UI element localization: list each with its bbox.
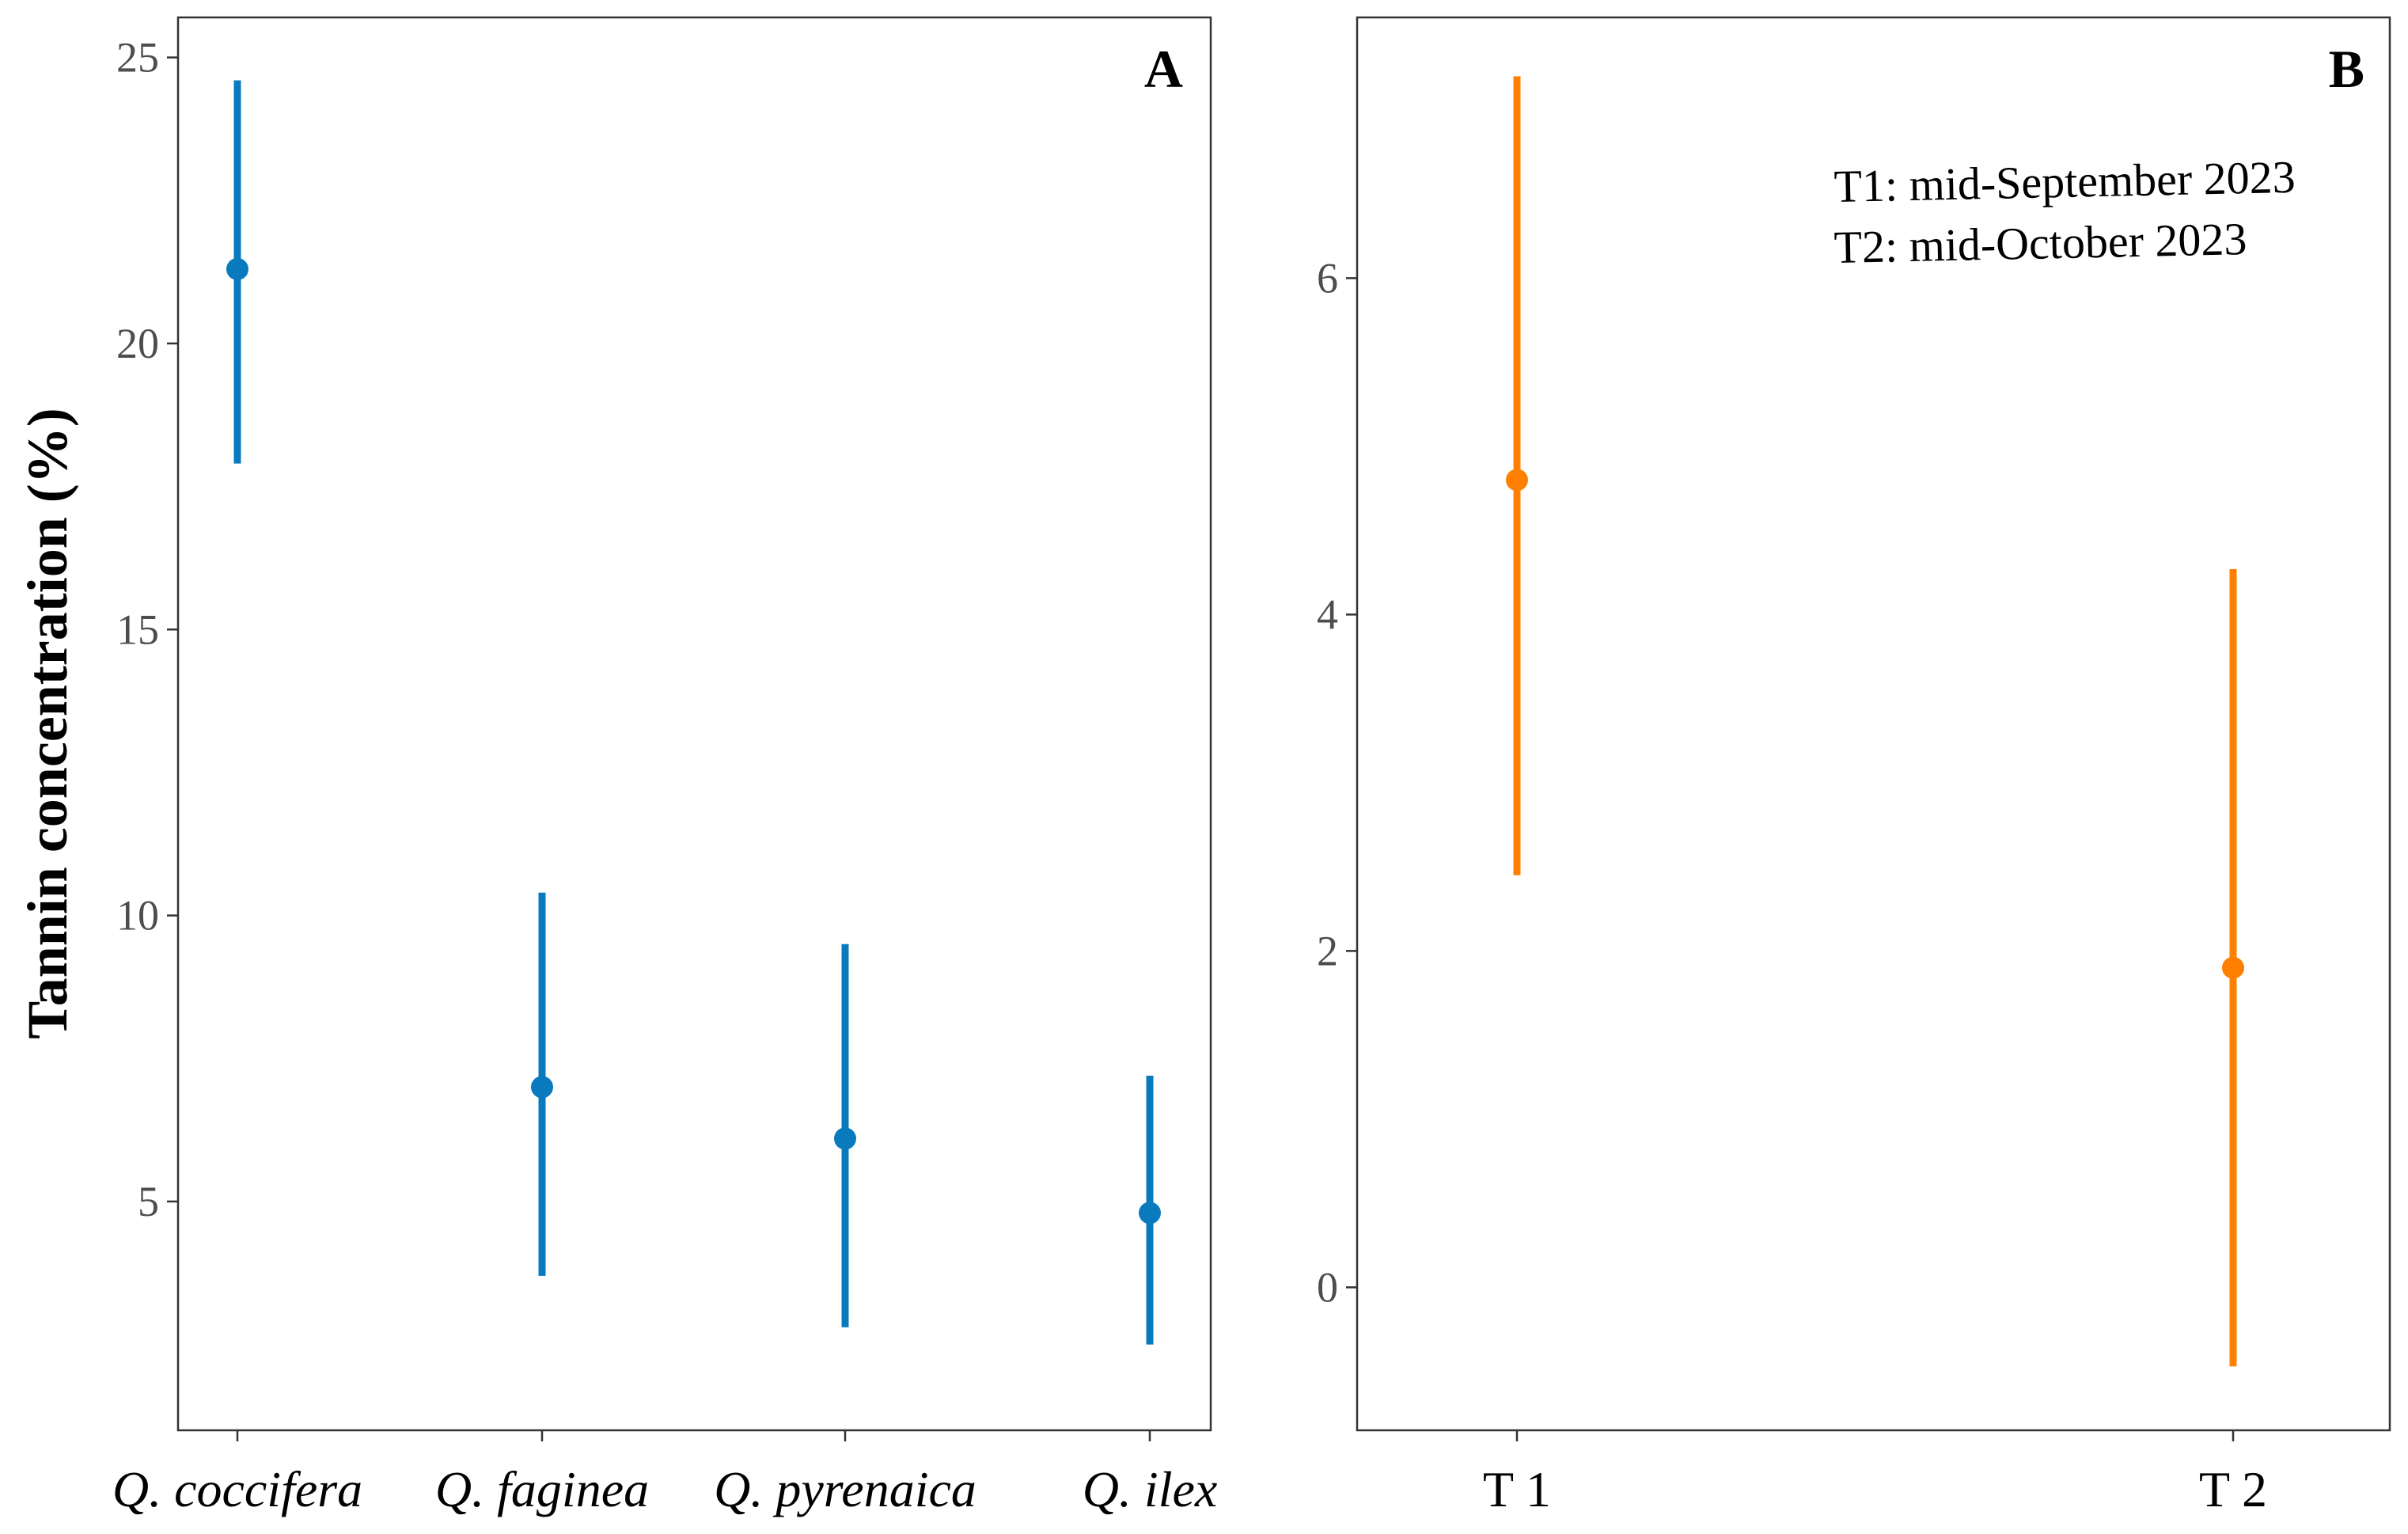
panel-b-marks <box>1506 76 2244 1367</box>
mean-point <box>834 1127 856 1150</box>
panel-a: A Tannin concentration (%) 5 10 15 20 25 Q. … <box>16 16 1217 1517</box>
annotation-line-2: T2: mid-October 2023 <box>1833 213 2247 273</box>
x-tick-label: Q. faginea <box>435 1461 649 1517</box>
y-tick-label: 15 <box>116 606 159 653</box>
y-tick-label: 10 <box>116 892 159 940</box>
mean-point <box>226 257 248 280</box>
panel-a-marks <box>226 80 1161 1345</box>
x-tick-label: Q. pyrenaica <box>714 1461 976 1517</box>
panel-a-label: A <box>1144 39 1183 99</box>
panel-b-frame <box>1356 16 2391 1432</box>
x-tick-label: Q. coccifera <box>112 1461 362 1517</box>
y-tick-label: 5 <box>138 1178 159 1225</box>
x-tick-label: Q. ilex <box>1083 1461 1218 1517</box>
panel-a-x-axis: Q. coccifera Q. faginea Q. pyrenaica Q. ile… <box>112 1430 1217 1517</box>
x-tick-label: T 2 <box>2199 1461 2267 1517</box>
mean-point <box>2222 956 2244 979</box>
y-tick-label: 2 <box>1317 927 1338 974</box>
annotation-line-1: T1: mid-September 2023 <box>1833 151 2296 212</box>
x-tick-label: T 1 <box>1483 1461 1551 1517</box>
y-axis-label: Tannin concentration (%) <box>16 408 79 1038</box>
panel-b: B T1: mid-September 2023 T2: mid-October… <box>1317 16 2391 1517</box>
panel-a-frame <box>176 16 1212 1432</box>
panel-b-x-axis: T 1 T 2 <box>1483 1430 2267 1517</box>
y-tick-label: 20 <box>116 320 159 367</box>
mean-point <box>1139 1202 1161 1225</box>
y-tick-label: 25 <box>116 34 159 82</box>
panel-b-label: B <box>2329 39 2364 99</box>
y-tick-label: 6 <box>1317 254 1338 302</box>
mean-point <box>1506 469 1528 492</box>
y-tick-label: 4 <box>1317 590 1338 638</box>
y-tick-label: 0 <box>1317 1263 1338 1311</box>
panel-b-y-axis: 0 2 4 6 <box>1317 254 1357 1311</box>
mean-point <box>531 1076 553 1099</box>
panel-a-y-axis: 5 10 15 20 25 <box>116 34 178 1225</box>
